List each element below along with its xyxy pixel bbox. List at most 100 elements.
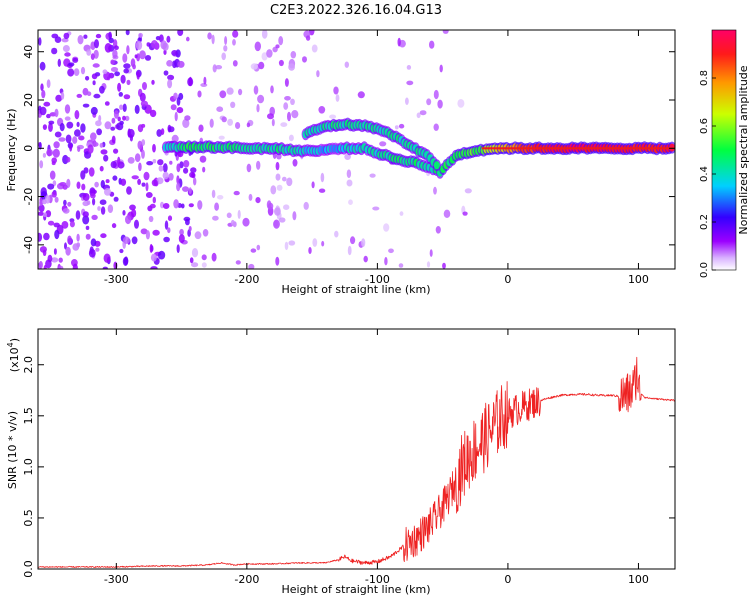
spectrogram-noise-cell — [94, 181, 99, 188]
snr-x-tick-label: -300 — [104, 573, 129, 586]
spectrogram-noise-cell — [169, 160, 173, 165]
spectrogram-noise-cell — [291, 110, 299, 119]
spectrogram-noise-cell — [276, 184, 283, 191]
spectrogram-noise-cell — [80, 66, 86, 75]
spectrogram-noise-cell — [209, 118, 214, 128]
spectrogram-noise-cell — [72, 243, 80, 251]
spectrogram-noise-cell — [363, 255, 368, 263]
spectrogram-noise-cell — [157, 159, 164, 166]
colorbar: 0.0 0.2 0.4 0.6 0.8 Normalized spectral ampl… — [699, 29, 750, 278]
spectrogram-noise-cell — [100, 206, 106, 215]
spectrogram-noise-cell — [346, 169, 352, 178]
colorbar-tick-label: 0.2 — [699, 214, 710, 230]
spectrogram-noise-cell — [191, 248, 199, 258]
spectrogram-noise-cell — [266, 200, 272, 210]
spectrogram-noise-cell — [59, 123, 65, 132]
spectrogram-noise-cell — [257, 94, 265, 104]
spectrogram-noise-cell — [47, 183, 55, 190]
spectrogram-noise-cell — [85, 233, 91, 240]
spectrogram-noise-cell — [99, 85, 105, 94]
spectrogram-noise-cell — [64, 242, 67, 250]
spectrogram-noise-cell — [123, 68, 129, 74]
spectrogram-noise-cell — [188, 187, 192, 195]
spectrogram-noise-cell — [51, 257, 59, 263]
spectrogram-noise-cell — [110, 59, 115, 65]
spectrogram-noise-cell — [42, 124, 48, 130]
spectrogram-noise-cell — [329, 114, 337, 119]
spectrogram-noise-cell — [127, 157, 135, 164]
spectrogram-noise-cell — [126, 186, 132, 195]
spectrogram-noise-cell — [346, 179, 353, 187]
spectrogram-noise-cell — [218, 135, 225, 140]
spectrogram-noise-cell — [53, 141, 60, 149]
spectrogram-noise-cell — [238, 88, 243, 96]
spectrogram-noise-cell — [292, 159, 298, 167]
spectrogram-noise-cell — [129, 204, 136, 211]
spectrogram-noise-cell — [182, 118, 190, 128]
spectrogram-noise-cell — [125, 30, 130, 36]
snr-x-ticks: -300 -200 -100 0 100 — [104, 329, 649, 586]
spectrogram-noise-cell — [207, 32, 212, 40]
spectrogram-noise-cell — [51, 191, 57, 198]
spectrogram-noise-cell — [90, 132, 97, 141]
spectrogram-noise-cell — [201, 254, 207, 261]
spectrogram-noise-cell — [64, 52, 71, 57]
spectrogram-ridge-layer — [161, 117, 675, 179]
spectrogram-x-tick-label: 0 — [504, 273, 511, 286]
spectrogram-noise-cell — [143, 171, 150, 181]
spectrogram-noise-cell — [39, 61, 46, 71]
spectrogram-noise-cell — [182, 186, 189, 192]
spectrogram-noise-cell — [45, 259, 52, 269]
spectrogram-noise-cell — [235, 122, 241, 129]
spectrogram-noise-cell — [275, 161, 280, 171]
spectrogram-noise-cell — [58, 257, 63, 263]
spectrogram-noise-cell — [54, 108, 59, 118]
spectrogram-noise-cell — [311, 44, 318, 53]
spectrogram-noise-cell — [433, 89, 439, 100]
spectrogram-noise-cell — [163, 70, 169, 76]
spectrogram-noise-cell — [426, 261, 431, 268]
snr-multiplier-exponent: 4 — [6, 342, 15, 347]
spectrogram-noise-cell — [89, 189, 97, 195]
spectrogram-noise-cell — [173, 199, 179, 209]
spectrogram-noise-cell — [283, 204, 290, 210]
spectrogram-noise-cell — [74, 129, 81, 137]
spectrogram-noise-cell — [181, 203, 185, 209]
spectrogram-noise-cell — [52, 180, 57, 187]
spectrogram-noise-cell — [256, 104, 260, 113]
spectrogram-noise-cell — [160, 201, 164, 209]
spectrogram-noise-cell — [80, 170, 86, 180]
spectrogram-noise-cell — [123, 256, 129, 266]
spectrogram-noise-cell — [150, 253, 157, 262]
spectrogram-noise-cell — [38, 142, 42, 150]
spectrogram-noise-cell — [111, 223, 117, 229]
spectrogram-noise-cell — [397, 37, 401, 47]
spectrogram-noise-cell — [144, 55, 152, 61]
spectrogram-noise-cell — [90, 238, 97, 247]
spectrogram-y-tick-label: 40 — [22, 45, 35, 59]
spectrogram-noise-cell — [335, 94, 340, 102]
spectrogram-noise-cell — [141, 149, 145, 159]
snr-y-tick-label: 1.5 — [22, 407, 35, 425]
snr-y-ticks: 0.0 0.5 1.0 1.5 2.0 — [22, 356, 675, 578]
spectrogram-noise-cell — [122, 115, 126, 121]
spectrogram-noise-cell — [66, 156, 71, 163]
spectrogram-noise-cell — [158, 165, 164, 172]
colorbar-tick-label: 0.6 — [699, 118, 710, 134]
spectrogram-noise-cell — [102, 69, 108, 74]
spectrogram-noise-cell — [156, 177, 164, 185]
spectrogram-noise-cell — [253, 85, 259, 95]
spectrogram-noise-cell — [443, 209, 451, 218]
spectrogram-noise-cell — [117, 82, 122, 92]
spectrogram-noise-cell — [388, 248, 394, 254]
spectrogram-noise-cell — [52, 148, 60, 158]
spectrogram-noise-cell — [83, 34, 88, 39]
snr-multiplier-base: (x10 — [8, 347, 21, 372]
snr-x-tick-label: 100 — [628, 573, 649, 586]
spectrogram-noise-cell — [156, 129, 162, 137]
snr-y-label: SNR (10 * v/v) — [6, 411, 19, 489]
spectrogram-noise-cell — [111, 135, 116, 144]
spectrogram-noise-cell — [174, 111, 178, 122]
spectrogram-noise-cell — [230, 219, 235, 226]
